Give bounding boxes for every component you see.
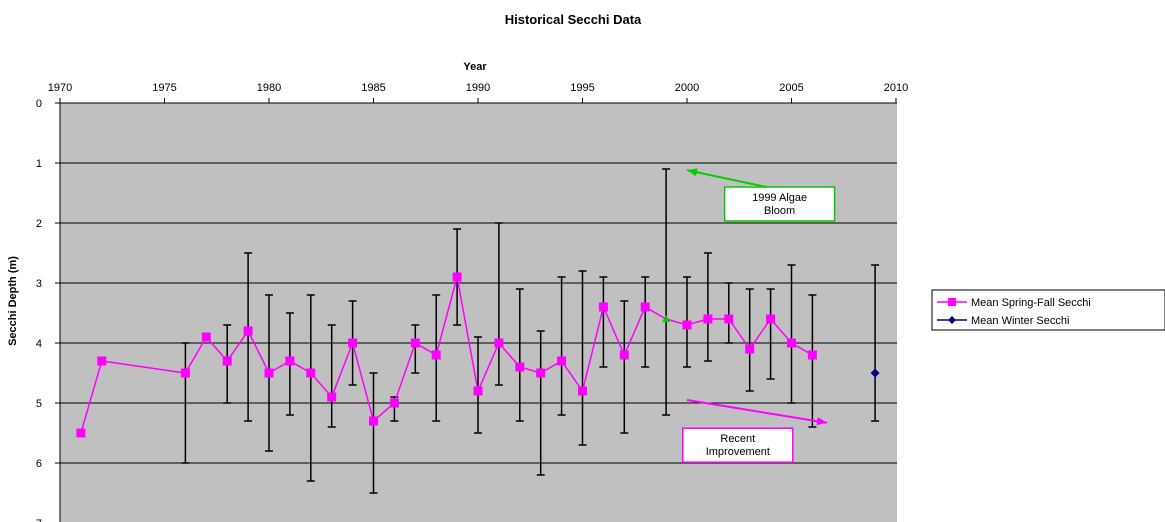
- data-point-0-1972: [97, 356, 107, 366]
- data-point-0-1978: [222, 356, 232, 366]
- data-point-0-1992: [515, 362, 525, 372]
- data-point-0-1984: [348, 338, 358, 348]
- annotation-arrow-1: [686, 399, 828, 424]
- data-point-0-1995: [578, 386, 587, 396]
- y-tick-label-0: 0: [36, 98, 42, 110]
- x-tick-label-1985: 1985: [361, 82, 385, 94]
- data-point-0-2005: [787, 338, 796, 348]
- x-tick-label-1970: 1970: [48, 82, 72, 94]
- data-point-0-2006: [807, 350, 817, 360]
- data-point-0-1999: [662, 315, 671, 322]
- annotation-text-0-0: 1999 Algae: [752, 192, 807, 204]
- legend-marker-winter: [948, 316, 956, 324]
- data-point-0-1990: [473, 386, 483, 396]
- y-tick-label-7: 7: [36, 518, 42, 522]
- y-tick-label-4: 4: [36, 338, 42, 350]
- data-point-0-1976: [180, 368, 190, 378]
- data-point-0-1996: [598, 302, 608, 312]
- axes: [55, 98, 897, 522]
- legend-marker-spring-fall: [948, 298, 956, 306]
- annotation-box-1: [682, 427, 794, 463]
- y-tick-label-5: 5: [36, 398, 42, 410]
- legend: Mean Spring-Fall Secchi Mean Winter Secc…: [931, 289, 1165, 331]
- data-point-0-2001: [703, 314, 713, 324]
- x-tick-label-2000: 2000: [675, 82, 699, 94]
- x-axis-title: Year: [463, 61, 487, 73]
- data-point-0-1998: [640, 302, 650, 312]
- data-point-0-1981: [285, 356, 295, 366]
- data-point-0-1988: [431, 350, 441, 360]
- data-point-0-1983: [327, 392, 337, 402]
- x-tick-label-1980: 1980: [257, 82, 281, 94]
- legend-label-spring-fall: Mean Spring-Fall Secchi: [971, 297, 1091, 309]
- data-point-0-1982: [306, 368, 316, 378]
- y-tick-label-2: 2: [36, 218, 42, 230]
- data-point-0-1997: [619, 350, 629, 360]
- data-point-0-1987: [410, 338, 420, 348]
- annotation-arrow-0: [686, 169, 767, 188]
- y-tick-labels: 0 1 2 3 4 5 6 7: [36, 98, 42, 522]
- data-point-0-1977: [201, 332, 211, 342]
- y-tick-label-1: 1: [36, 158, 42, 170]
- x-tick-label-1975: 1975: [152, 82, 176, 94]
- data-point-0-1991: [494, 338, 504, 348]
- y-axis-title: Secchi Depth (m): [7, 256, 19, 346]
- data-point-0-2003: [745, 344, 755, 354]
- data-point-0-1980: [264, 368, 274, 378]
- legend-box: [931, 289, 1165, 331]
- data-point-0-1985: [369, 416, 378, 426]
- data-point-1-2009: [870, 368, 880, 378]
- annotation-box-0: [723, 186, 836, 222]
- annotation-text-1-0: Recent: [720, 433, 755, 445]
- data-point-0-1993: [536, 368, 546, 378]
- annotation-text-0-1: Bloom: [764, 205, 795, 217]
- data-point-0-2002: [724, 314, 734, 324]
- y-tick-label-3: 3: [36, 278, 42, 290]
- data-point-0-1989: [452, 272, 462, 282]
- chart-title: Historical Secchi Data: [505, 12, 642, 27]
- annotation-text-1-1: Improvement: [706, 446, 770, 458]
- y-tick-label-6: 6: [36, 458, 42, 470]
- annotation-arrowhead-1: [816, 417, 828, 426]
- data-point-0-1986: [389, 398, 399, 408]
- data-point-0-1971: [76, 428, 86, 438]
- annotation-arrowhead-0: [687, 168, 698, 177]
- x-tick-label-1995: 1995: [570, 82, 594, 94]
- legend-label-winter: Mean Winter Secchi: [971, 315, 1069, 327]
- data-point-0-1979: [243, 326, 253, 336]
- x-tick-label-2010: 2010: [884, 82, 908, 94]
- data-point-0-2004: [766, 314, 776, 324]
- x-tick-labels: 1970 1975 1980 1985 1990 1995 2000 2005 2010: [48, 82, 908, 94]
- x-tick-label-1990: 1990: [466, 82, 490, 94]
- x-tick-label-2005: 2005: [779, 82, 803, 94]
- data-point-0-2000: [682, 320, 692, 330]
- data-point-0-1994: [557, 356, 567, 366]
- data-markers: [76, 272, 880, 438]
